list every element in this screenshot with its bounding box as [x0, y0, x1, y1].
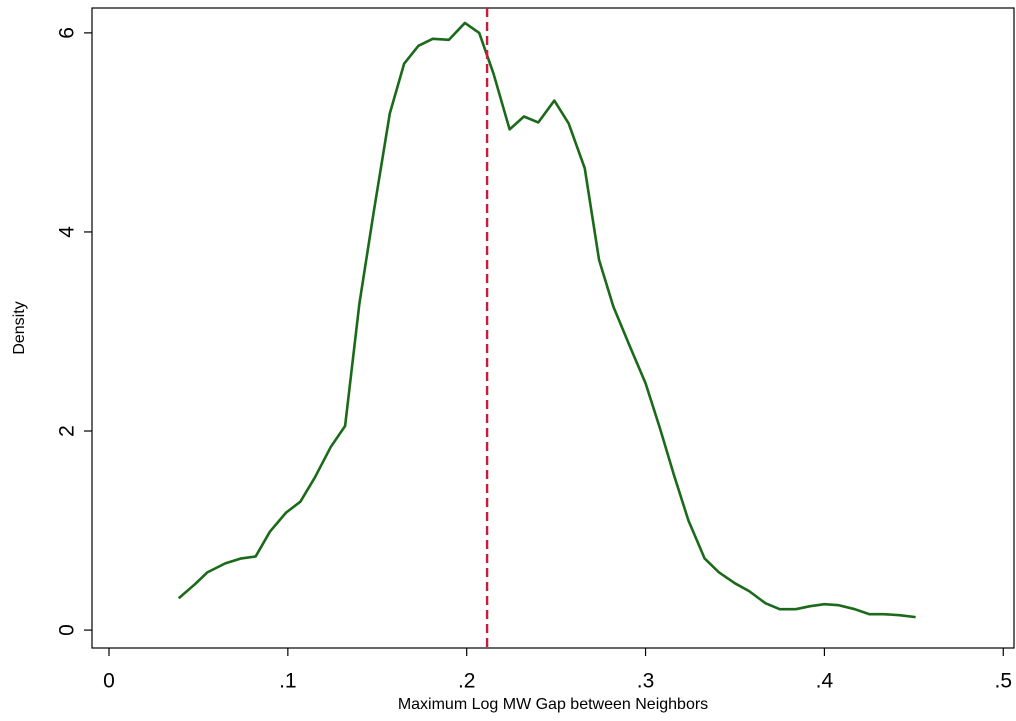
x-tick-label: .1 — [279, 670, 297, 693]
x-tick-label: 0 — [103, 670, 115, 693]
x-tick-label: .4 — [816, 670, 834, 693]
y-tick-label: 4 — [56, 226, 79, 238]
x-tick-label: .2 — [458, 670, 476, 693]
y-tick-label: 2 — [56, 425, 79, 437]
x-tick-label: .3 — [637, 670, 655, 693]
x-axis-title: Maximum Log MW Gap between Neighbors — [398, 696, 708, 713]
density-line — [177, 21, 916, 619]
y-tick-label: 0 — [56, 624, 79, 636]
plot-frame — [91, 7, 1015, 649]
y-tick-label: 6 — [56, 27, 79, 39]
x-tick-label: .5 — [995, 670, 1013, 693]
y-axis-title: Density — [11, 301, 28, 354]
